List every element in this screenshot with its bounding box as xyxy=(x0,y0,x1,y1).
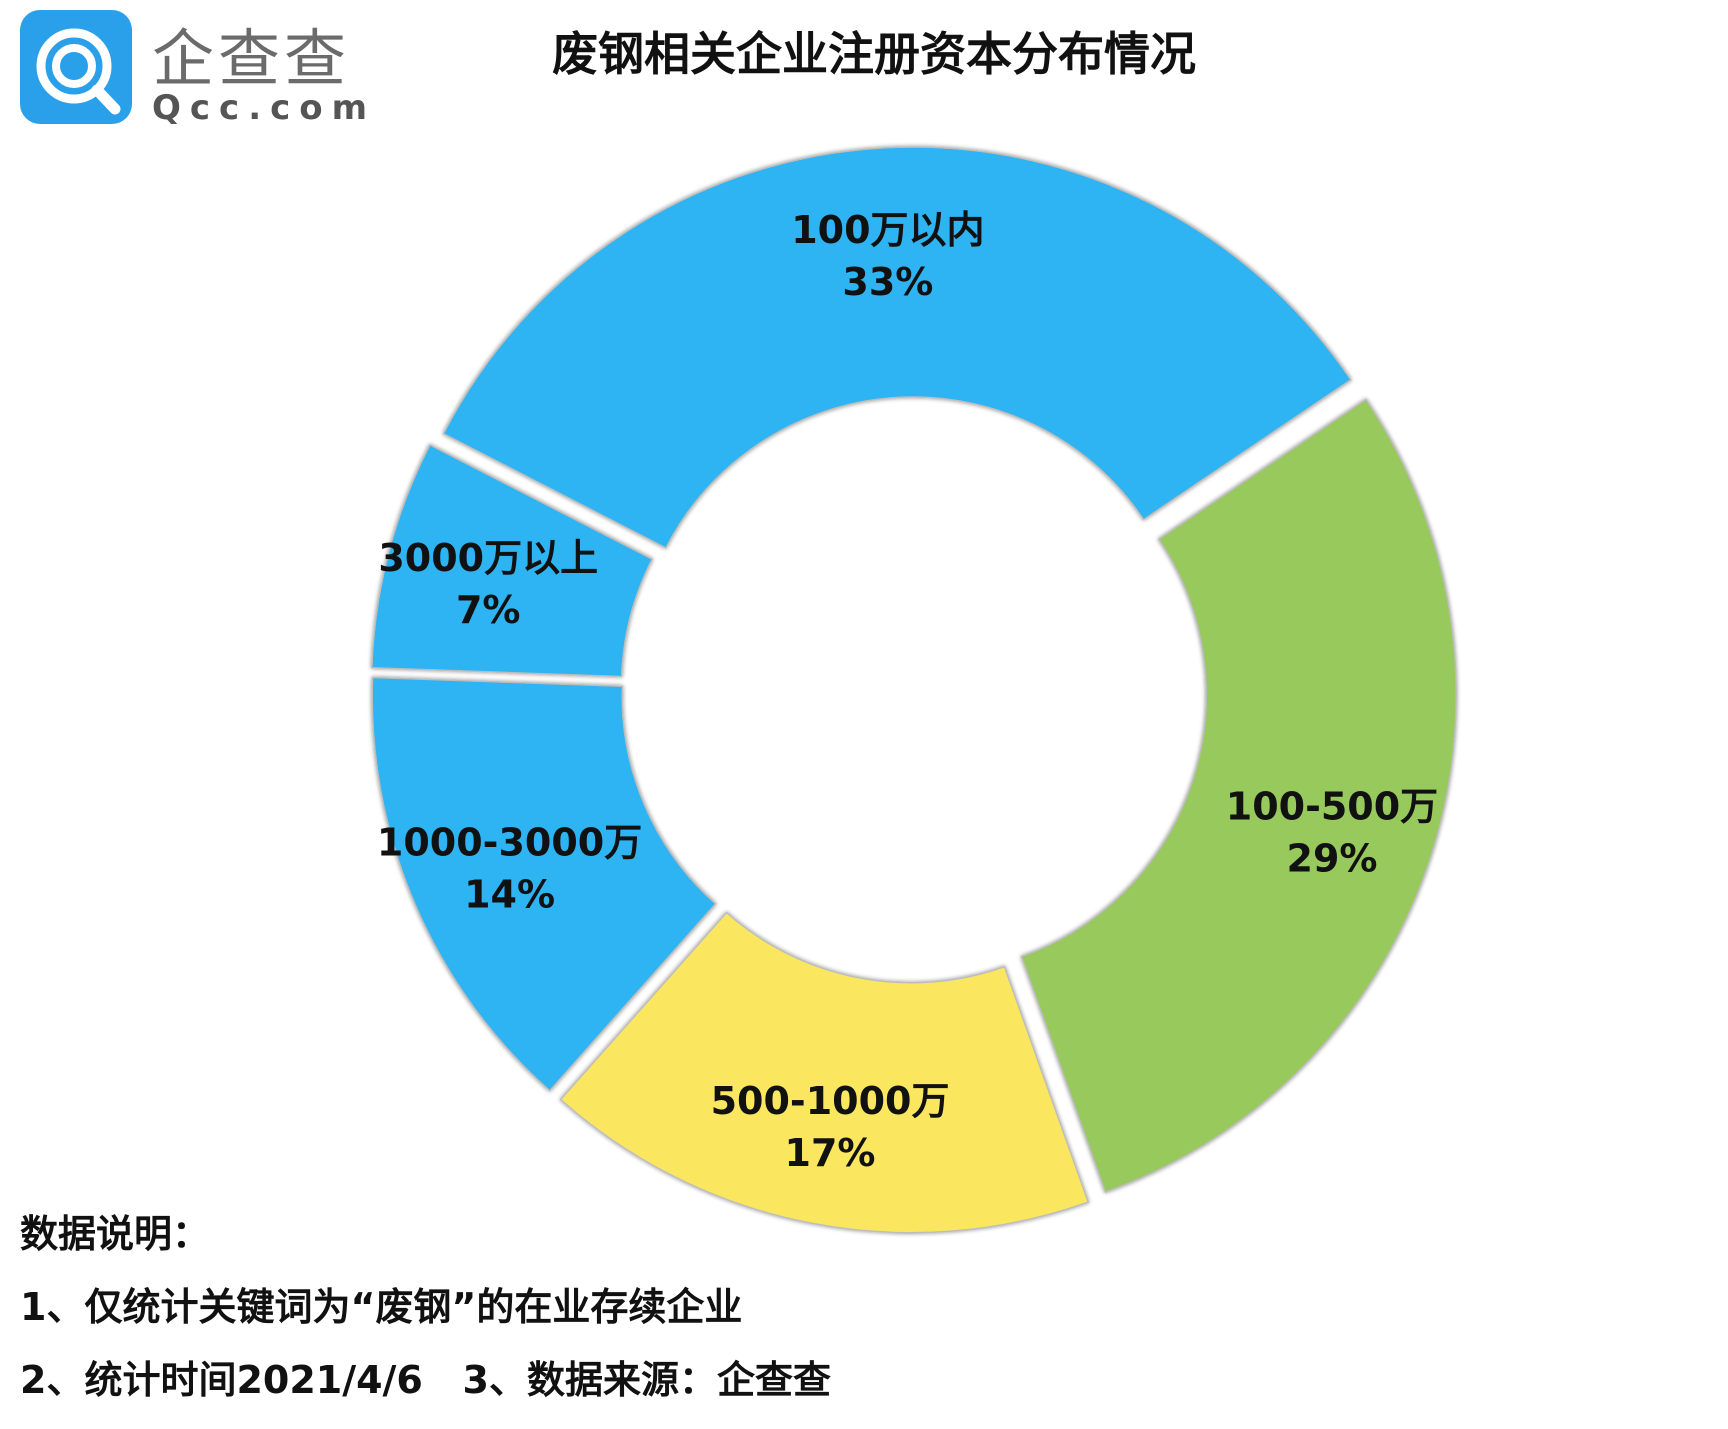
logo-name: 企查查 xyxy=(152,22,351,95)
logo-domain: Qcc.com xyxy=(152,88,377,128)
donut-slice-5 xyxy=(442,146,1352,549)
magnifier-q-icon xyxy=(36,28,121,115)
donut-slice-2 xyxy=(559,911,1090,1234)
slice-label-2: 500-1000万 xyxy=(711,1079,950,1123)
slice-label-3: 1000-3000万 xyxy=(377,820,642,864)
donut-slice-1 xyxy=(1020,398,1457,1194)
slice-value-1: 29% xyxy=(1287,836,1378,880)
slice-value-4: 7% xyxy=(456,588,521,632)
chart-title: 废钢相关企业注册资本分布情况 xyxy=(552,27,1196,81)
slice-label-4: 3000万以上 xyxy=(378,536,598,580)
notes-heading: 数据说明： xyxy=(20,1212,211,1256)
donut-slice-3 xyxy=(371,676,717,1092)
donut-labels: 100-500万 29% 500-1000万 17% 1000-3000万 14% 3000… xyxy=(377,208,1438,1175)
slice-label-5: 100万以内 xyxy=(791,208,984,252)
data-notes: 数据说明： 1、仅统计关键词为“废钢”的在业存续企业 2、统计时间2021/4/… xyxy=(20,1210,831,1429)
notes-line-2: 2、统计时间2021/4/6 3、数据来源：企查查 xyxy=(20,1358,831,1402)
notes-line-1: 1、仅统计关键词为“废钢”的在业存续企业 xyxy=(20,1285,743,1329)
qcc-logo-badge xyxy=(20,10,132,124)
slice-value-5: 33% xyxy=(842,260,933,304)
slice-value-2: 17% xyxy=(785,1131,876,1175)
qcc-logo: 企查查 Qcc.com xyxy=(20,10,367,128)
donut-slices xyxy=(371,146,1457,1234)
slice-label-1: 100-500万 xyxy=(1226,784,1438,828)
donut-slice-4 xyxy=(371,443,654,678)
slice-value-3: 14% xyxy=(464,872,555,916)
